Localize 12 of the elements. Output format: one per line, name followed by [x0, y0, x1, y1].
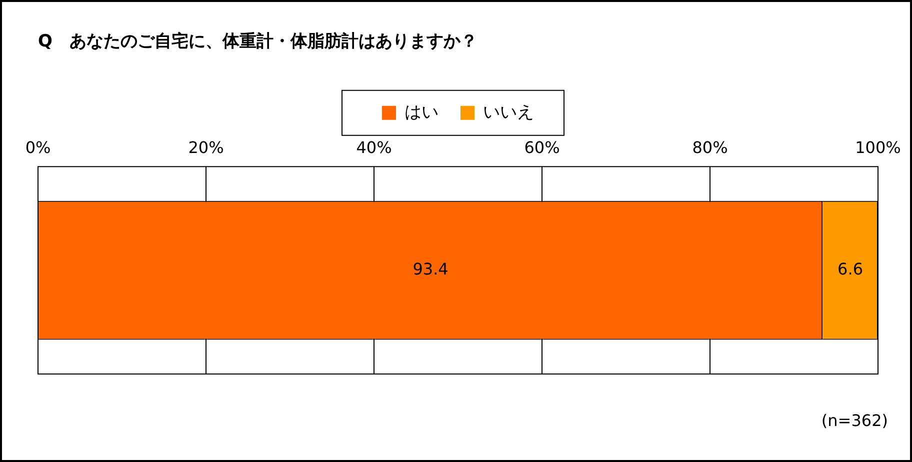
- x-tick-label: 0%: [25, 138, 51, 158]
- x-tick-label: 80%: [692, 138, 728, 158]
- x-tick-label: 20%: [188, 138, 224, 158]
- x-tick-label: 40%: [356, 138, 392, 158]
- data-label: 6.6: [838, 259, 864, 278]
- chart-title: Q あなたのご自宅に、体重計・体脂肪計はありますか？: [38, 32, 478, 52]
- legend-label: はい: [404, 102, 438, 122]
- legend-label: いいえ: [483, 102, 534, 122]
- text: (n=362): [821, 411, 888, 430]
- data-label: 93.4: [412, 259, 448, 278]
- x-tick-label: 100%: [855, 138, 901, 158]
- x-tick-label: 60%: [524, 138, 560, 158]
